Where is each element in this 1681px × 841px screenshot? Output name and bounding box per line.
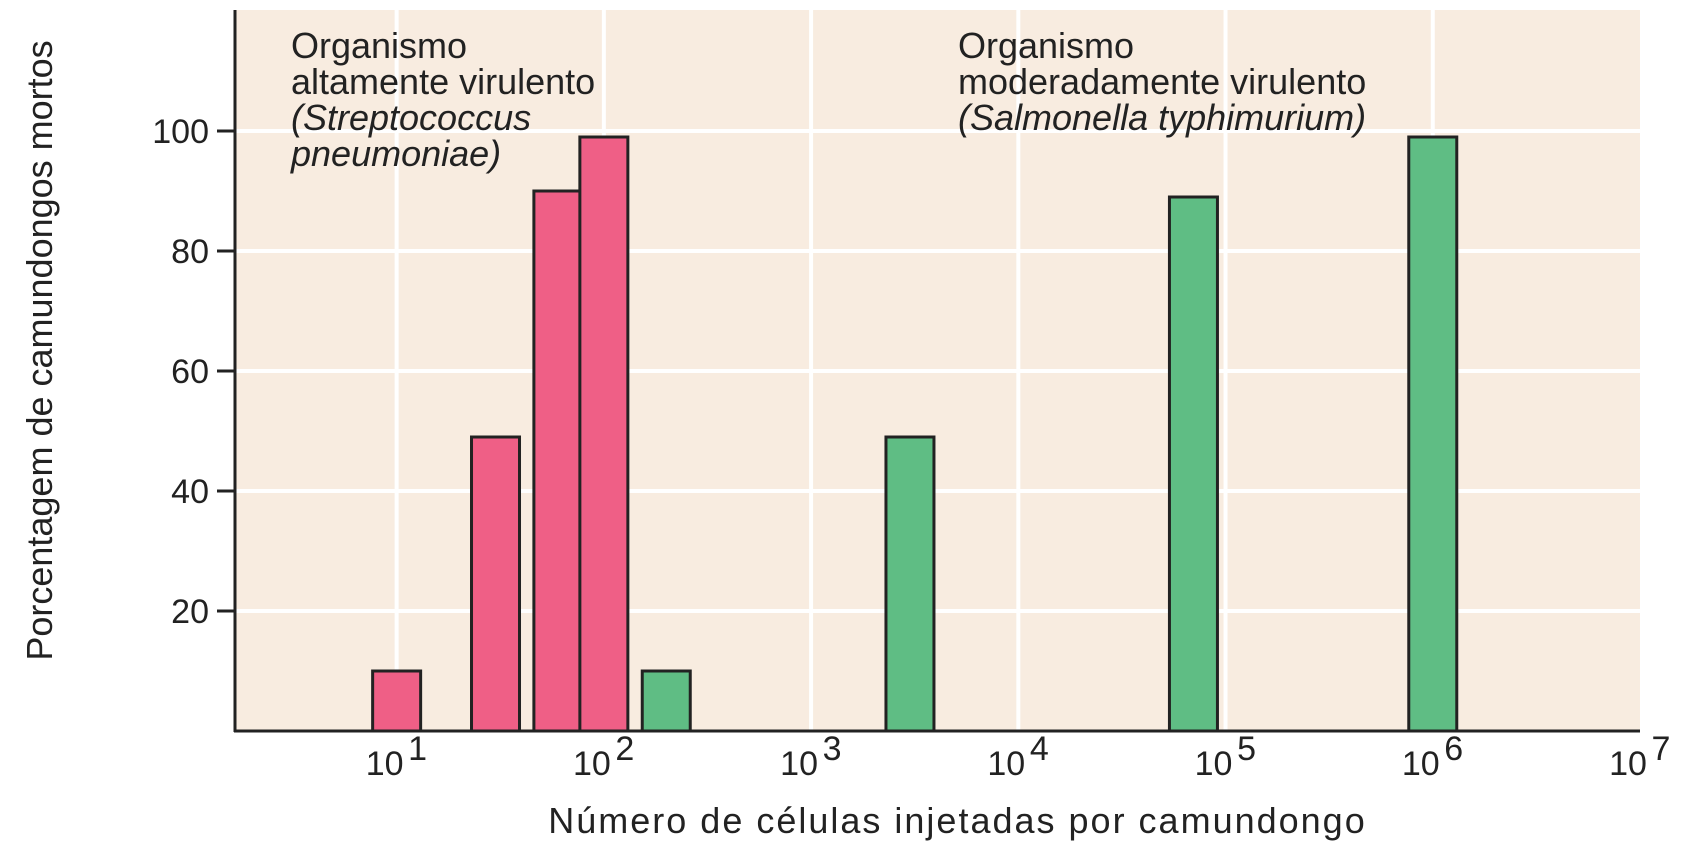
x-tick-label-4: 10 xyxy=(1195,745,1233,783)
x-tick-label-5: 10 xyxy=(1402,745,1440,783)
annotation-series0-line1: altamente virulento xyxy=(291,61,595,102)
x-tick-label-3: 10 xyxy=(987,745,1025,783)
bar-series1-0 xyxy=(640,669,692,733)
y-tick-label-3: 80 xyxy=(171,233,209,271)
bar-series1-1 xyxy=(884,435,936,733)
bar-series0-2 xyxy=(532,189,584,733)
annotation-series1-line1: moderadamente virulento xyxy=(958,61,1366,102)
bars xyxy=(371,135,1459,733)
x-tick-sup-6: 7 xyxy=(1652,730,1671,768)
x-tick-sup-5: 6 xyxy=(1444,730,1463,768)
annotation-series0-line3: pneumoniae) xyxy=(290,133,501,174)
bar-series0-1 xyxy=(470,435,522,733)
x-tick-label-2: 10 xyxy=(780,745,818,783)
y-tick-label-4: 100 xyxy=(152,113,209,151)
annotation-series0-line2: (Streptococcus xyxy=(291,97,531,138)
x-tick-sup-1: 2 xyxy=(615,730,634,768)
bar-series0-0 xyxy=(371,669,423,733)
x-tick-sup-3: 4 xyxy=(1030,730,1049,768)
y-axis-title: Porcentagem de camundongos mortos xyxy=(19,40,60,660)
annotation-series1-line2: (Salmonella typhimurium) xyxy=(958,97,1366,138)
annotation-series1-line0: Organismo xyxy=(958,25,1134,66)
bar-series0-3 xyxy=(578,135,630,733)
y-tick-label-1: 40 xyxy=(171,473,209,511)
y-tick-label-2: 60 xyxy=(171,353,209,391)
x-tick-sup-2: 3 xyxy=(823,730,842,768)
annotation-series0-line0: Organismo xyxy=(291,25,467,66)
y-tick-label-0: 20 xyxy=(171,593,209,631)
x-tick-label-0: 10 xyxy=(366,745,404,783)
x-tick-sup-4: 5 xyxy=(1237,730,1256,768)
x-axis-title: Número de células injetadas por camundon… xyxy=(548,800,1366,841)
x-tick-label-1: 10 xyxy=(573,745,611,783)
bar-series1-3 xyxy=(1407,135,1459,733)
bar-series1-2 xyxy=(1167,195,1219,733)
x-tick-label-6: 10 xyxy=(1609,745,1647,783)
x-tick-sup-0: 1 xyxy=(408,730,427,768)
